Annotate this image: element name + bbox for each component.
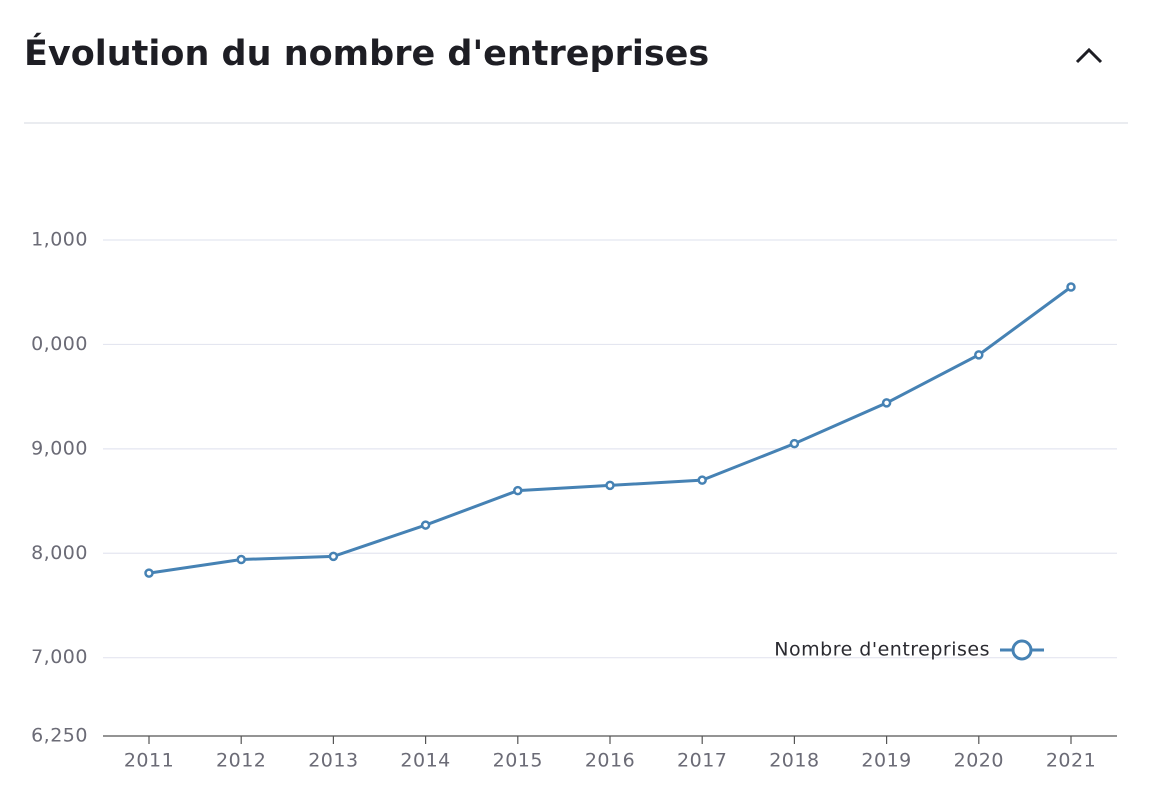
x-tick-label: 2011 xyxy=(124,750,174,772)
data-point xyxy=(144,568,154,578)
data-point xyxy=(881,398,892,408)
data-point xyxy=(697,475,707,485)
x-tick-label: 2020 xyxy=(954,750,1004,772)
x-tick-label: 2012 xyxy=(216,750,266,772)
x-tick-label: 2018 xyxy=(769,750,819,772)
y-tick-label: 1,000 xyxy=(31,229,88,251)
data-point xyxy=(974,350,984,360)
x-tick-label: 2013 xyxy=(308,750,358,772)
legend-marker xyxy=(1011,639,1033,661)
x-tick-label: 2015 xyxy=(493,750,543,772)
y-tick-label: 6,250 xyxy=(31,725,88,747)
legend-label: Nombre d'entreprises xyxy=(774,639,990,661)
data-point xyxy=(236,554,246,565)
y-tick-label: 0,000 xyxy=(31,333,88,355)
y-tick-label: 8,000 xyxy=(31,542,88,564)
collapse-toggle[interactable] xyxy=(1075,47,1103,64)
data-point xyxy=(513,485,523,496)
data-point xyxy=(789,438,800,449)
chart-title: Évolution du nombre d'entreprises xyxy=(24,32,709,74)
x-tick-label: 2017 xyxy=(677,750,727,772)
data-point xyxy=(1066,282,1076,292)
data-point xyxy=(605,480,615,491)
series-line xyxy=(148,285,1072,575)
x-tick-label: 2021 xyxy=(1046,750,1096,772)
data-point xyxy=(420,520,431,530)
x-tick-label: 2014 xyxy=(400,750,450,772)
y-tick-label: 9,000 xyxy=(31,437,88,459)
x-tick-label: 2016 xyxy=(585,750,635,772)
x-tick-label: 2019 xyxy=(861,750,911,772)
y-tick-label: 7,000 xyxy=(31,646,88,668)
data-point xyxy=(328,551,339,562)
